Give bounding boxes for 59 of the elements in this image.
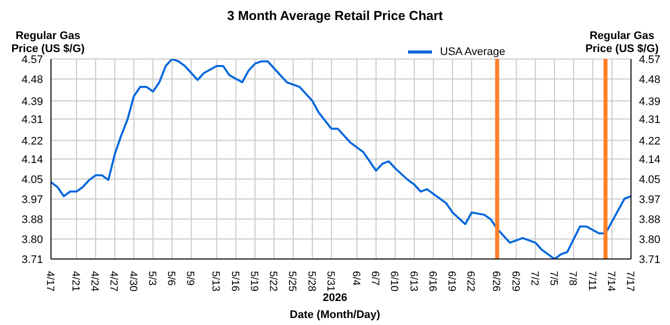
y-tick-label: 4.14	[22, 154, 43, 166]
x-tick-label: 7/14	[604, 271, 617, 292]
line-series	[51, 59, 631, 259]
x-tick-label: 5/9	[184, 271, 196, 286]
y-tick-label: 3.80	[22, 234, 43, 246]
x-tick-label: 6/19	[446, 271, 458, 292]
y2-tick-label: 3.88	[639, 214, 660, 226]
y-tick-label: 4.22	[22, 135, 43, 148]
y-tick-label: 4.48	[22, 74, 43, 86]
x-tick-label: 5/31	[324, 271, 336, 292]
legend-label: USA Average	[440, 46, 506, 58]
y2-tick-label: 3.71	[639, 254, 660, 266]
x-tick-label: 6/13	[407, 271, 420, 292]
x-tick-label: 5/16	[228, 271, 241, 292]
x-tick-label: 6/29	[509, 271, 522, 292]
x-tick-label: 5/19	[248, 271, 260, 292]
x-tick-label: 4/27	[108, 271, 120, 292]
y2-tick-label: 3.80	[639, 234, 660, 246]
y-tick-label: 4.39	[22, 96, 43, 108]
x-tick-label: 5/6	[165, 271, 178, 286]
x-tick-label: 7/11	[586, 271, 598, 291]
x-tick-label: 5/28	[305, 271, 318, 292]
y2-tick-label: 3.97	[639, 194, 660, 206]
y2-axis-title: Regular Gas Price (US $/G)	[584, 30, 660, 55]
y2-tick-label: 4.14	[639, 154, 660, 166]
y2-tick-label: 4.22	[639, 135, 660, 148]
y-tick-label: 3.97	[22, 194, 43, 206]
text: 2026	[322, 292, 348, 304]
x-tick-label: 6/4	[350, 271, 362, 286]
x-tick-label: 7/8	[566, 271, 579, 286]
y2-tick-label: 4.05	[639, 174, 660, 186]
y2-tick-label: 4.57	[639, 54, 660, 66]
y-tick-label: 4.57	[22, 54, 43, 66]
y2-tick-label: 4.48	[639, 74, 660, 86]
x-tick-label: 7/2	[528, 271, 540, 286]
x-tick-label: 5/25	[286, 271, 298, 292]
x-tick-label: 6/7	[369, 271, 382, 286]
x-tick-label: 7/17	[624, 271, 636, 292]
y-tick-label: 3.88	[22, 214, 43, 226]
x-tick-label: 6/26	[490, 271, 502, 292]
x-tick-label: 6/10	[388, 271, 400, 292]
x-tick-label: 7/5	[548, 271, 560, 286]
x-axis-title: Date (Month/Day)	[288, 308, 382, 322]
x-tick-label: 4/21	[69, 271, 82, 292]
y-tick-label: 4.05	[22, 174, 43, 186]
x-tick-label: 4/24	[88, 271, 101, 292]
x-tick-label: 6/16	[426, 271, 438, 292]
x-tick-label: 5/3	[146, 271, 158, 286]
y2-tick-label: 4.39	[639, 96, 660, 108]
chart-title: 3 Month Average Retail Price Chart	[226, 8, 444, 23]
y-tick-label: 4.31	[22, 114, 43, 126]
x-tick-label: 5/22	[267, 271, 280, 292]
x-tick-label: 4/30	[126, 271, 139, 292]
y-tick-label: 3.71	[22, 254, 43, 266]
x-tick-label: 4/17	[44, 271, 56, 292]
x-tick-label: 6/22	[464, 271, 477, 292]
x-tick-label: 5/13	[210, 271, 222, 292]
y2-tick-label: 4.31	[639, 114, 660, 126]
y-axis-title: Regular Gas Price (US $/G)	[10, 30, 86, 55]
